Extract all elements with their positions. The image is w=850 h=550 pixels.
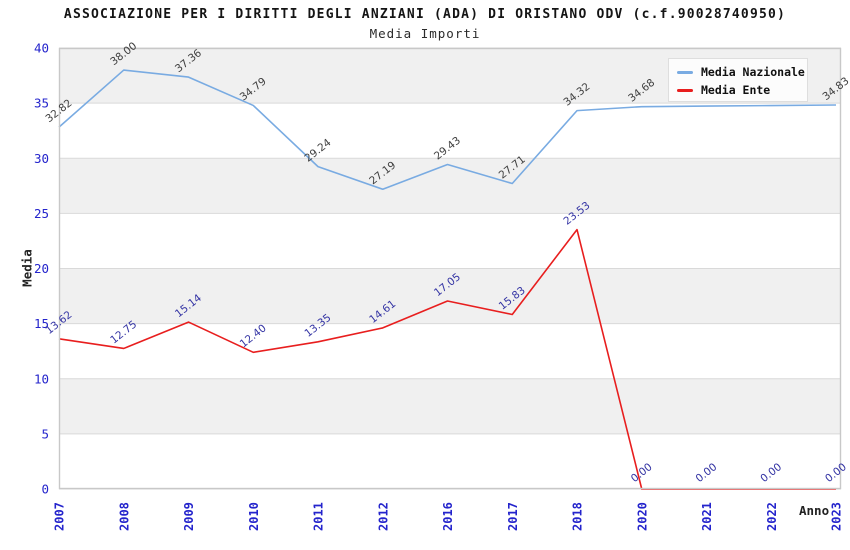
y-axis-title: Media xyxy=(19,249,35,287)
legend-item-media-ente[interactable]: Media Ente xyxy=(677,81,807,99)
data-label: 0.00 xyxy=(823,461,849,485)
plot-band xyxy=(59,268,841,324)
x-axis-tick: 2010 xyxy=(247,502,261,531)
x-axis-tick: 2007 xyxy=(53,502,67,531)
legend-swatch-red-line-icon xyxy=(677,88,693,92)
y-axis-tick: 10 xyxy=(34,371,49,386)
legend-item-media-nazionale[interactable]: Media Nazionale xyxy=(677,63,807,81)
y-axis-tick: 35 xyxy=(34,96,49,111)
plot-border xyxy=(58,47,842,490)
x-axis-tick: 2012 xyxy=(376,502,390,531)
x-axis-tick: 2020 xyxy=(635,502,649,531)
y-axis-tick: 40 xyxy=(34,41,49,56)
y-axis-tick: 20 xyxy=(34,261,49,276)
data-label: 0.00 xyxy=(694,461,720,485)
y-axis-tick: 0 xyxy=(41,482,49,497)
x-axis-tick: 2009 xyxy=(182,502,196,531)
chart-title: ASSOCIAZIONE PER I DIRITTI DEGLI ANZIANI… xyxy=(63,7,787,22)
data-label: 0.00 xyxy=(629,461,655,485)
x-axis-tick: 2021 xyxy=(700,502,714,531)
x-axis-tick: 2022 xyxy=(765,502,779,531)
y-axis-tick: 15 xyxy=(34,316,49,331)
legend-label: Media Nazionale xyxy=(701,65,805,79)
x-axis-title: Anno xyxy=(799,503,830,518)
y-axis-tick: 30 xyxy=(34,151,49,166)
x-axis-tick: 2018 xyxy=(571,502,585,531)
chart-subtitle: Media Importi xyxy=(369,26,481,41)
plot-band xyxy=(59,378,841,434)
x-axis-tick: 2017 xyxy=(506,502,520,531)
x-axis-tick: 2023 xyxy=(830,502,844,531)
y-axis-tick: 5 xyxy=(41,426,49,441)
x-axis-tick: 2016 xyxy=(441,502,455,531)
legend-swatch-blue-line-icon xyxy=(677,70,693,74)
legend-label: Media Ente xyxy=(701,83,771,97)
data-label: 0.00 xyxy=(758,461,784,485)
series-line-media-nazionale xyxy=(58,69,837,191)
y-axis-tick: 25 xyxy=(34,206,49,221)
data-label: 12.40 xyxy=(238,322,269,350)
x-axis-tick: 2008 xyxy=(117,502,131,531)
x-axis-tick: 2011 xyxy=(312,502,326,531)
legend: Media Nazionale Media Ente xyxy=(668,58,808,102)
plot-band xyxy=(59,158,841,214)
